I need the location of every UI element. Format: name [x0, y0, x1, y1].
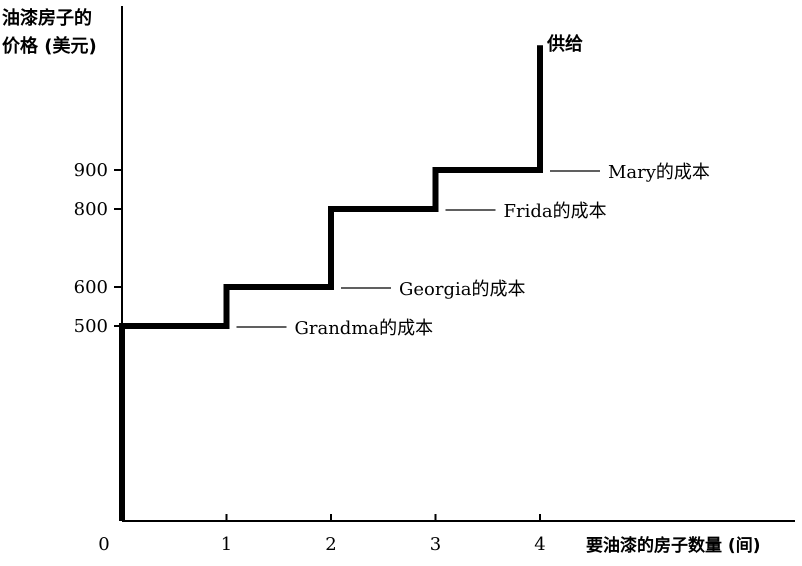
supply-step-line: [119, 45, 543, 521]
y-tick-label: 800: [74, 199, 108, 220]
cost-annotation: Frida的成本: [445, 201, 607, 222]
tick-labels: 0 1 2 3 4 500 600 800 900: [74, 160, 546, 555]
y-axis-label-line1: 油漆房子的: [2, 7, 92, 29]
y-tick-label: 500: [74, 316, 108, 337]
x-tick-label: 1: [221, 534, 232, 555]
annotation-label: Mary的成本: [608, 162, 710, 183]
annotation-label: Grandma的成本: [295, 318, 434, 339]
x-axis-label: 要油漆的房子数量 (间): [586, 535, 760, 556]
series-label: 供给: [546, 33, 583, 55]
y-tick-label: 900: [74, 160, 108, 181]
cost-annotation: Grandma的成本: [236, 318, 434, 339]
cost-annotation: Mary的成本: [550, 162, 710, 183]
annotation-label: Frida的成本: [504, 201, 607, 222]
x-tick-label: 0: [98, 534, 109, 555]
cost-annotation: Georgia的成本: [341, 279, 525, 300]
annotation-label: Georgia的成本: [399, 279, 525, 300]
axis-ticks: [114, 169, 541, 521]
x-tick-label: 3: [430, 534, 441, 555]
x-tick-label: 2: [325, 534, 336, 555]
x-tick-label: 4: [534, 534, 545, 555]
y-tick-label: 600: [74, 277, 108, 298]
y-axis-label-line2: 价格 (美元): [2, 35, 97, 57]
